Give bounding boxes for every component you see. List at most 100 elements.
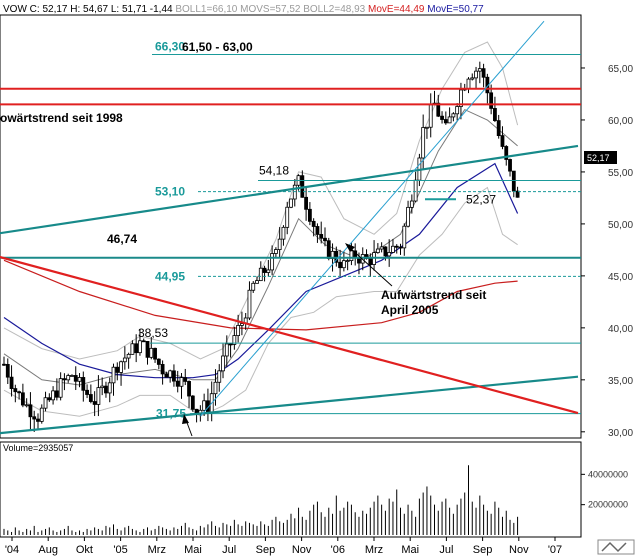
trendline xyxy=(199,20,545,417)
candle-body xyxy=(96,387,101,405)
candle-body xyxy=(92,401,97,405)
candle-body xyxy=(43,397,48,409)
candle-body xyxy=(379,246,384,250)
candle-body xyxy=(428,104,433,128)
candle-body xyxy=(307,208,312,222)
candle-body xyxy=(168,370,173,378)
candle-body xyxy=(493,108,497,122)
arrow-2005-head xyxy=(345,243,355,252)
candle-body xyxy=(130,343,135,355)
volume-label: Volume=2935057 xyxy=(3,443,73,453)
candle-body xyxy=(258,267,263,282)
level-label-53-10: 53,10 xyxy=(155,185,185,199)
candle-body xyxy=(443,119,448,124)
y-tick-label: 65,00 xyxy=(608,64,633,75)
candle-body xyxy=(338,261,342,269)
candle-body xyxy=(285,206,290,228)
candle-body xyxy=(217,370,222,383)
candle-body xyxy=(213,381,218,395)
candle-body xyxy=(345,260,350,262)
indicator-lines xyxy=(3,41,519,417)
trendlines xyxy=(0,20,579,435)
candlesticks xyxy=(2,61,520,432)
candle-body xyxy=(28,404,33,418)
candle-body xyxy=(413,179,418,202)
price-pane-frame xyxy=(0,14,582,439)
annotation-trend-2005-line2: April 2005 xyxy=(381,303,439,317)
x-tick-label: '06 xyxy=(331,544,345,556)
annotation-levels-range: 61,50 - 63,00 xyxy=(182,40,253,54)
level-label-66-30: 66,30 xyxy=(155,39,185,53)
candle-body xyxy=(24,404,29,407)
header-value: BOLL1=66,10 xyxy=(175,4,240,15)
candle-body xyxy=(88,394,93,402)
candle-body xyxy=(107,382,112,394)
candle-body xyxy=(51,390,55,401)
candle-body xyxy=(36,418,40,422)
candle-body xyxy=(496,120,501,137)
header-value: BOLL2=48,93 xyxy=(303,4,368,15)
candle-body xyxy=(255,280,259,284)
candle-body xyxy=(73,375,78,382)
y-tick-label: 50,00 xyxy=(608,220,633,231)
candle-body xyxy=(409,200,414,208)
bollinger-upper-line xyxy=(3,41,519,360)
arrow-2005-line xyxy=(348,246,393,287)
moving-average-gray-line xyxy=(3,108,518,386)
trendline xyxy=(0,144,579,235)
candle-body xyxy=(387,252,392,257)
candle-body xyxy=(172,370,176,382)
candle-body xyxy=(447,116,452,124)
candle-body xyxy=(421,127,426,159)
candle-body xyxy=(319,234,324,239)
trendline xyxy=(0,255,579,415)
corner-logo xyxy=(597,539,635,555)
candle-body xyxy=(32,416,37,420)
moving-average-blue-line xyxy=(3,162,519,379)
candle-body xyxy=(119,361,123,373)
candle-body xyxy=(236,325,241,337)
x-tick-label: '05 xyxy=(113,544,127,556)
candle-body xyxy=(383,246,388,257)
candle-body xyxy=(13,388,18,393)
volume-pane-frame xyxy=(0,441,582,538)
candle-body xyxy=(58,378,63,398)
candle-body xyxy=(489,92,494,109)
x-tick-label: Aug xyxy=(38,544,58,556)
candle-body xyxy=(9,376,14,389)
last-price-tag xyxy=(584,151,617,164)
time-axis: '04 Aug Okt '05 Mrz Mai Jul Sep Nov '06 Mrz Mai Jul S… xyxy=(5,537,562,556)
candle-body xyxy=(153,347,157,360)
x-tick-label: Mai xyxy=(184,544,202,556)
candle-body xyxy=(221,355,225,372)
volume-bars xyxy=(3,465,519,535)
x-tick-label: '04 xyxy=(5,544,19,556)
candle-body xyxy=(406,206,410,227)
candle-body xyxy=(149,347,154,358)
level-label-46-74: 46,74 xyxy=(107,232,137,246)
candle-body xyxy=(341,260,346,269)
x-tick-label: Sep xyxy=(473,544,493,556)
volume-tick-label: 40000000 xyxy=(588,469,628,479)
x-tick-label: Nov xyxy=(292,544,312,556)
candle-body xyxy=(304,196,309,210)
candle-body xyxy=(190,395,195,410)
candle-body xyxy=(2,363,6,366)
header-value: MovE=50,77 xyxy=(427,4,484,15)
candle-body xyxy=(349,250,354,261)
y-tick-label: 60,00 xyxy=(608,116,633,127)
volume-tick-label: 20000000 xyxy=(588,500,628,510)
candle-body xyxy=(145,341,150,358)
candle-body xyxy=(360,254,365,264)
candle-body xyxy=(187,381,191,397)
x-tick-label: Jul xyxy=(439,544,453,556)
x-tick-label: '07 xyxy=(548,544,562,556)
last-price-value: 52,17 xyxy=(587,153,610,163)
candle-body xyxy=(398,246,403,249)
candle-body xyxy=(477,68,482,72)
candle-body xyxy=(277,238,282,250)
header-value: MovE=44,49 xyxy=(368,4,427,15)
candle-body xyxy=(85,389,89,395)
candle-body xyxy=(134,343,139,354)
candle-body xyxy=(266,269,271,273)
